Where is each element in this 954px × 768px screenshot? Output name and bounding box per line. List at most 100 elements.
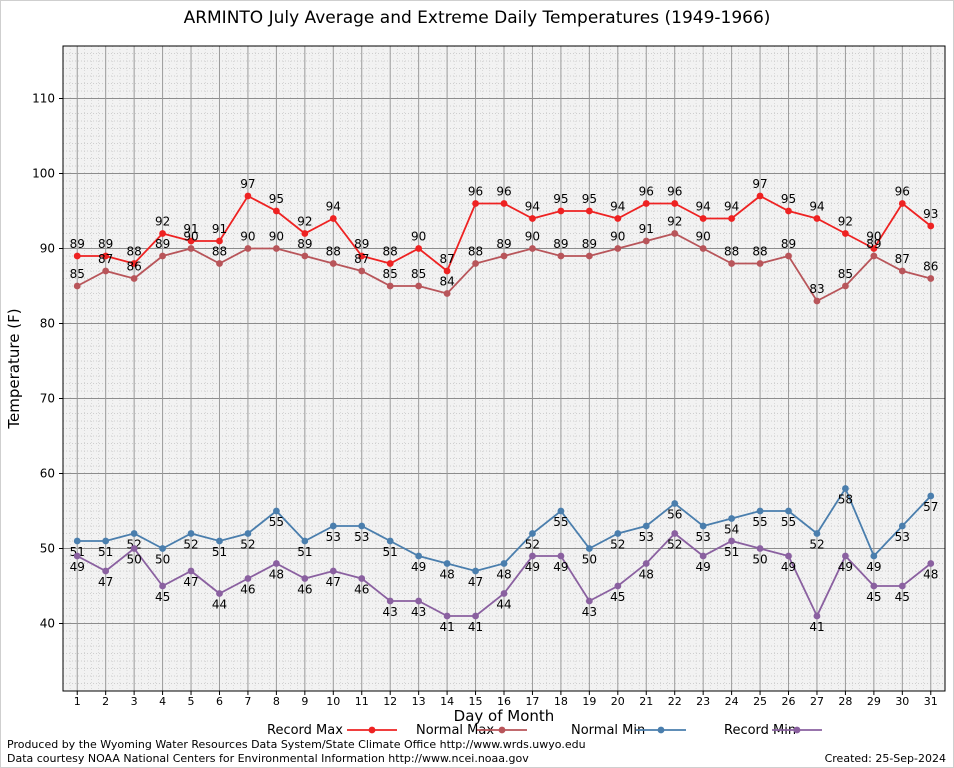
record-min-data-label: 47 xyxy=(183,575,198,589)
record-max-point xyxy=(187,237,195,245)
x-tick-label: 19 xyxy=(582,695,596,708)
normal-max-data-label: 89 xyxy=(553,237,568,251)
record-max-point xyxy=(642,200,650,207)
normal-min-data-label: 58 xyxy=(838,493,853,507)
normal-min-data-label: 55 xyxy=(269,515,284,529)
x-tick-label: 3 xyxy=(131,695,138,708)
normal-min-point xyxy=(927,492,935,500)
record-min-data-label: 49 xyxy=(781,560,796,574)
x-tick-label: 2 xyxy=(102,695,109,708)
x-tick-label: 25 xyxy=(753,695,767,708)
normal-min-data-label: 51 xyxy=(383,545,398,559)
legend-marker-normal-max xyxy=(498,726,506,734)
x-tick-label: 28 xyxy=(838,695,852,708)
normal-max-data-label: 91 xyxy=(639,222,654,236)
normal-min-point xyxy=(756,507,764,515)
y-tick-label: 50 xyxy=(40,542,55,556)
record-min-point xyxy=(585,597,593,605)
record-min-data-label: 48 xyxy=(923,568,938,582)
record-max-point xyxy=(329,215,337,222)
record-max-data-label: 96 xyxy=(667,185,682,199)
x-tick-label: 29 xyxy=(867,695,881,708)
record-min-point xyxy=(557,552,565,560)
normal-max-point xyxy=(443,290,451,297)
normal-max-data-label: 88 xyxy=(212,245,227,259)
legend-label-normal-max: Normal Max xyxy=(416,723,494,738)
x-tick-label: 24 xyxy=(725,695,739,708)
normal-max-data-label: 88 xyxy=(724,245,739,259)
normal-min-data-label: 49 xyxy=(411,560,426,574)
record-max-data-label: 92 xyxy=(297,215,312,229)
x-axis-label: Day of Month xyxy=(454,707,555,725)
y-tick-label: 70 xyxy=(40,392,55,406)
normal-min-data-label: 52 xyxy=(809,538,824,552)
normal-min-data-label: 52 xyxy=(610,538,625,552)
normal-max-data-label: 89 xyxy=(866,237,881,251)
normal-max-point xyxy=(415,282,423,290)
record-max-data-label: 91 xyxy=(183,222,198,236)
record-min-point xyxy=(870,582,878,590)
x-tick-label: 10 xyxy=(326,695,340,708)
record-min-data-label: 49 xyxy=(696,560,711,574)
record-max-point xyxy=(614,215,622,222)
record-min-point xyxy=(785,552,792,560)
normal-max-data-label: 90 xyxy=(240,230,255,244)
record-min-point xyxy=(443,612,451,620)
normal-min-data-label: 53 xyxy=(895,530,910,544)
record-min-data-label: 48 xyxy=(639,568,654,582)
normal-max-point xyxy=(301,252,309,260)
normal-min-point xyxy=(358,522,366,530)
record-min-point xyxy=(472,612,479,620)
record-max-point xyxy=(927,222,935,230)
normal-max-data-label: 90 xyxy=(525,230,540,244)
record-max-data-label: 90 xyxy=(411,230,426,244)
normal-min-point xyxy=(728,515,736,522)
normal-max-data-label: 88 xyxy=(468,245,483,259)
record-min-point xyxy=(842,552,849,560)
normal-max-point xyxy=(130,275,138,282)
normal-max-point xyxy=(358,267,366,275)
normal-max-point xyxy=(386,282,394,290)
record-min-data-label: 47 xyxy=(98,575,113,589)
y-tick-label: 100 xyxy=(32,167,55,181)
record-max-point xyxy=(472,200,479,207)
record-min-point xyxy=(813,612,821,620)
normal-max-data-label: 89 xyxy=(582,237,597,251)
x-tick-label: 9 xyxy=(301,695,308,708)
record-min-data-label: 41 xyxy=(439,620,454,634)
record-max-data-label: 96 xyxy=(895,185,910,199)
normal-max-point xyxy=(500,252,508,260)
record-max-data-label: 94 xyxy=(525,200,540,214)
record-max-point xyxy=(244,192,252,200)
normal-max-point xyxy=(585,252,593,260)
record-min-point xyxy=(301,575,309,582)
record-min-data-label: 45 xyxy=(155,590,170,604)
record-max-data-label: 88 xyxy=(126,245,141,259)
record-max-data-label: 87 xyxy=(439,252,454,266)
normal-max-data-label: 87 xyxy=(354,252,369,266)
normal-max-data-label: 90 xyxy=(610,230,625,244)
legend-marker-normal-min xyxy=(657,726,665,734)
record-max-data-label: 95 xyxy=(781,192,796,206)
record-min-data-label: 49 xyxy=(553,560,568,574)
record-max-data-label: 88 xyxy=(383,245,398,259)
record-max-data-label: 97 xyxy=(752,177,767,191)
normal-max-point xyxy=(728,260,736,267)
normal-min-data-label: 52 xyxy=(240,538,255,552)
legend-label-record-min: Record Min xyxy=(724,723,796,738)
normal-max-data-label: 86 xyxy=(923,260,938,274)
record-max-point xyxy=(386,260,394,267)
normal-max-point xyxy=(642,237,650,245)
x-tick-label: 16 xyxy=(497,695,511,708)
record-max-point xyxy=(870,245,878,252)
record-max-data-label: 90 xyxy=(866,230,881,244)
y-tick-label: 80 xyxy=(40,317,55,331)
normal-max-point xyxy=(813,297,821,305)
normal-max-point xyxy=(614,245,622,252)
y-tick-label: 40 xyxy=(40,617,55,631)
record-max-data-label: 89 xyxy=(70,237,85,251)
normal-max-point xyxy=(870,252,878,260)
normal-min-point xyxy=(244,530,252,537)
record-max-data-label: 92 xyxy=(155,215,170,229)
